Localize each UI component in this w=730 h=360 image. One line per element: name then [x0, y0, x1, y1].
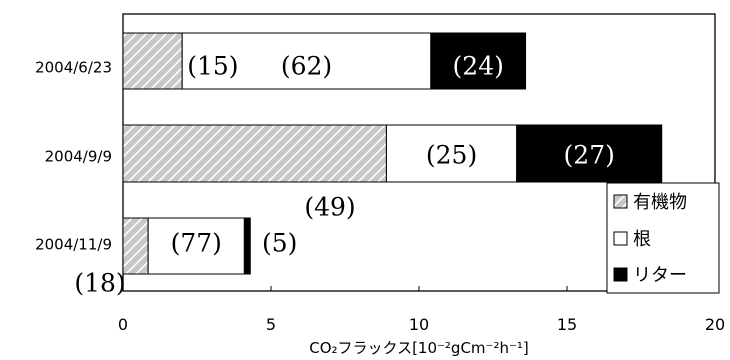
bar-litter-2	[243, 217, 251, 275]
data-label-organic-0: (15)	[187, 52, 238, 81]
bar-root-0	[181, 32, 432, 90]
legend-swatch-root	[613, 231, 628, 246]
category-label-2004-9-9: 2004/9/9	[45, 148, 112, 166]
data-label-organic-1: (49)	[304, 193, 355, 222]
legend: 有機物 根 リター	[606, 182, 720, 294]
bar-organic-2	[122, 217, 149, 275]
bar-organic-1	[122, 124, 387, 183]
bars-group	[122, 32, 663, 275]
bar-litter-1	[516, 124, 663, 183]
category-label-2004-11-9: 2004/11/9	[35, 236, 112, 254]
x-tick-label-15: 15	[557, 315, 577, 334]
bar-litter-0	[430, 32, 527, 90]
x-tick-label-20: 20	[705, 315, 725, 334]
data-label-litter-0: (24)	[453, 52, 504, 81]
x-axis-ticks: 0 5 10 15 20	[118, 286, 725, 334]
category-label-2004-6-23: 2004/6/23	[35, 59, 112, 77]
bar-organic-0	[122, 32, 183, 90]
data-label-root-2: (77)	[171, 229, 222, 258]
data-label-organic-2: (18)	[74, 269, 125, 298]
bar-root-1	[385, 124, 518, 183]
data-label-litter-2: (5)	[262, 229, 297, 258]
x-axis-title: CO₂フラックス[10⁻²gCm⁻²h⁻¹]	[309, 339, 529, 357]
data-label-root-1: (25)	[426, 141, 477, 170]
x-tick-label-10: 10	[409, 315, 429, 334]
x-tick-label-5: 5	[266, 315, 276, 334]
x-tick-label-0: 0	[118, 315, 128, 334]
legend-label-root: 根	[633, 229, 651, 250]
legend-label-organic: 有機物	[633, 192, 687, 213]
data-label-root-0: (62)	[281, 52, 332, 81]
data-labels-group: (15) (62) (24) (49) (25) (27) (18) (77) (5)	[74, 52, 615, 298]
legend-label-litter: リター	[633, 265, 687, 286]
legend-swatch-organic	[613, 194, 628, 209]
bar-root-2	[147, 217, 245, 275]
data-label-litter-1: (27)	[564, 141, 615, 170]
legend-swatch-litter	[613, 267, 628, 282]
